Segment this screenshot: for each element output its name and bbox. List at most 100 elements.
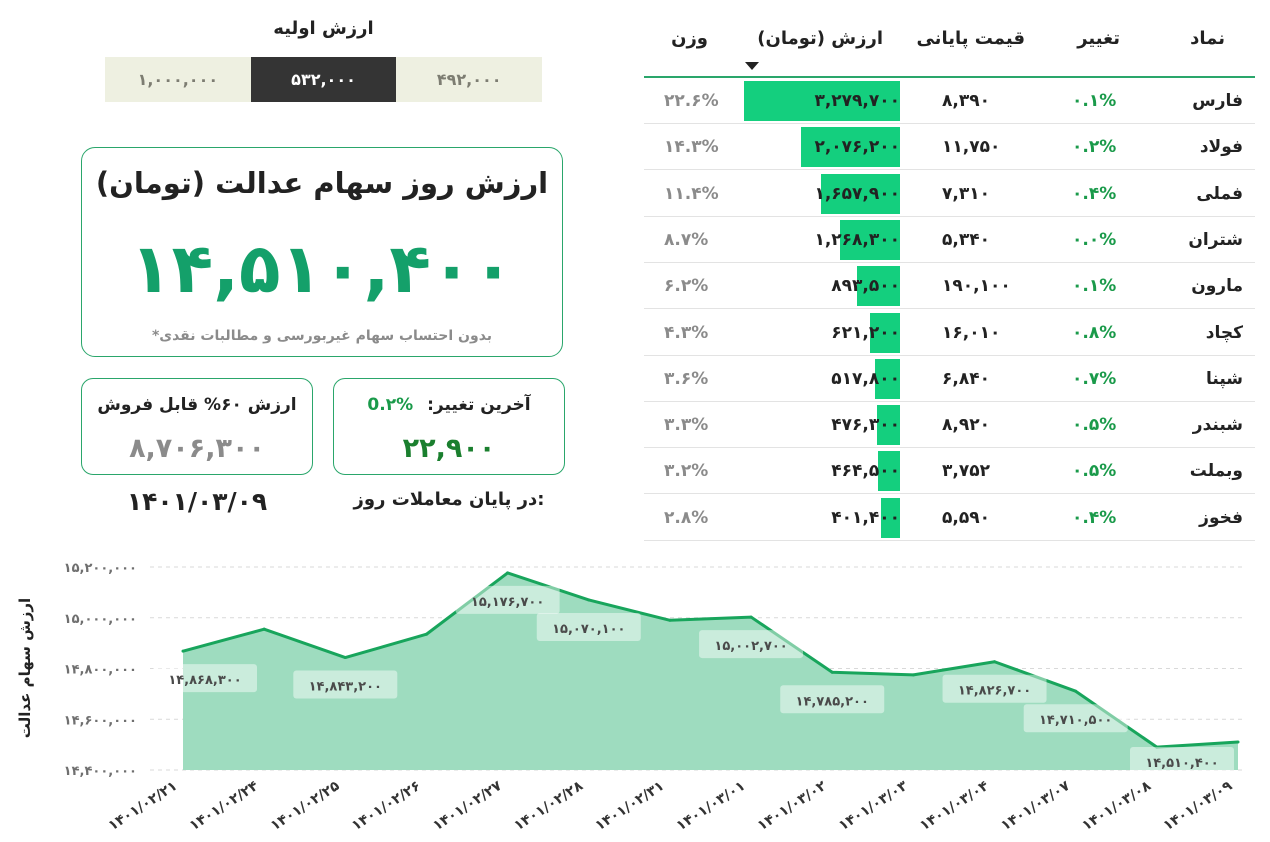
y-tick-label: ۱۵,۰۰۰,۰۰۰ xyxy=(64,612,137,627)
cell-value-bar xyxy=(857,266,900,307)
data-label-bg xyxy=(1130,746,1234,775)
data-point xyxy=(1074,689,1078,693)
data-point xyxy=(343,656,347,660)
header-symbol[interactable]: نماد xyxy=(1190,28,1225,49)
data-point xyxy=(1236,740,1240,744)
data-label: ۱۵,۱۷۶,۷۰۰ xyxy=(471,595,544,610)
cell-value-bar xyxy=(877,405,900,446)
table-row[interactable]: مارون ۰.۱% ۱۹۰,۱۰۰ ۸۹۳,۵۰۰ ۶.۲% xyxy=(644,263,1255,310)
daily-value-card: ارزش روز سهام عدالت (تومان) ۱۴,۵۱۰,۴۰۰ *… xyxy=(81,147,563,357)
initial-value-option-492000[interactable]: ۴۹۲,۰۰۰ xyxy=(396,57,543,102)
data-point xyxy=(668,618,672,622)
x-tick-label: ۱۴۰۱/۰۳/۰۹ xyxy=(1161,778,1236,834)
cell-final-price: ۵,۵۹۰ xyxy=(942,507,990,528)
cell-symbol: فملی xyxy=(1196,183,1243,204)
cell-value: ۴۰۱,۴۰۰ xyxy=(831,507,900,528)
y-tick-label: ۱۵,۲۰۰,۰۰۰ xyxy=(64,561,137,576)
data-point xyxy=(506,571,510,575)
cell-value-bar xyxy=(801,127,900,168)
data-point xyxy=(262,627,266,631)
last-change-label: آخرین تغییر: xyxy=(427,395,531,415)
cell-value: ۵۱۷,۸۰۰ xyxy=(831,368,900,389)
cell-symbol: وبملت xyxy=(1189,461,1243,482)
cell-change: ۰.۱% xyxy=(1072,276,1117,297)
header-final-price[interactable]: قیمت پایانی xyxy=(916,28,1025,49)
initial-value-option-1000000[interactable]: ۱,۰۰۰,۰۰۰ xyxy=(105,57,251,102)
cell-change: ۰.۱% xyxy=(1072,91,1117,111)
x-tick-label: ۱۴۰۱/۰۳/۰۱ xyxy=(674,778,749,834)
table-row[interactable]: وبملت ۰.۵% ۳,۷۵۲ ۴۶۴,۵۰۰ ۳.۲% xyxy=(644,448,1255,495)
sellable-value-amount: ۸,۷۰۶,۳۰۰ xyxy=(129,433,265,464)
cell-value: ۱,۶۵۷,۹۰۰ xyxy=(814,183,900,204)
header-change[interactable]: تغییر xyxy=(1077,28,1120,49)
table-row[interactable]: فولاد ۰.۲% ۱۱,۷۵۰ ۲,۰۷۶,۲۰۰ ۱۴.۳% xyxy=(644,124,1255,171)
value-history-chart: ۱۴,۴۰۰,۰۰۰ ۱۴,۶۰۰,۰۰۰ ۱۴,۸۰۰,۰۰۰ ۱۵,۰۰۰,۰۰۰… xyxy=(16,561,1245,834)
last-change-header: آخرین تغییر: 0.۲% xyxy=(334,395,564,415)
sellable-value-card: ارزش ۶۰% قابل فروش ۸,۷۰۶,۳۰۰ xyxy=(81,378,313,475)
data-point xyxy=(749,615,753,619)
data-point xyxy=(911,673,915,677)
cell-weight: ۴.۳% xyxy=(664,322,709,343)
table-row[interactable]: فملی ۰.۴% ۷,۳۱۰ ۱,۶۵۷,۹۰۰ ۱۱.۴% xyxy=(644,171,1255,217)
trading-date: ۱۴۰۱/۰۳/۰۹ xyxy=(126,487,268,516)
table-row[interactable]: شبندر ۰.۵% ۸,۹۲۰ ۴۷۶,۳۰۰ ۳.۳% xyxy=(644,402,1255,449)
last-change-card: آخرین تغییر: 0.۲% ۲۲,۹۰۰ xyxy=(333,378,565,475)
cell-weight: ۲۲.۶% xyxy=(664,91,719,111)
cell-weight: ۸.۷% xyxy=(664,229,709,250)
y-axis-title: ارزش سهام عدالت xyxy=(16,598,34,738)
cell-value: ۸۹۳,۵۰۰ xyxy=(831,276,900,297)
data-label: ۱۴,۸۲۶,۷۰۰ xyxy=(958,684,1031,699)
cell-final-price: ۱۱,۷۵۰ xyxy=(942,137,1001,158)
header-weight[interactable]: وزن xyxy=(671,28,708,49)
data-label-bg xyxy=(1023,704,1128,733)
x-tick-label: ۱۴۰۱/۰۲/۲۷ xyxy=(430,778,505,834)
cell-weight: ۳.۶% xyxy=(664,368,709,389)
data-point xyxy=(424,632,428,636)
cell-value-bar xyxy=(875,358,900,399)
data-label: ۱۴,۸۴۳,۲۰۰ xyxy=(309,680,382,695)
cell-symbol: فارس xyxy=(1192,91,1243,111)
x-tick-label: ۱۴۰۱/۰۳/۰۷ xyxy=(998,778,1073,834)
cell-value: ۴۶۴,۵۰۰ xyxy=(831,461,900,482)
table-row[interactable]: فخوز ۰.۴% ۵,۵۹۰ ۴۰۱,۴۰۰ ۲.۸% xyxy=(644,495,1255,541)
data-point xyxy=(993,660,997,664)
x-tick-label: ۱۴۰۱/۰۲/۲۶ xyxy=(349,778,424,834)
cell-final-price: ۱۶,۰۱۰ xyxy=(942,322,1001,343)
cell-weight: ۱۱.۴% xyxy=(664,183,719,204)
data-point xyxy=(830,670,834,674)
cell-value: ۴۷۶,۳۰۰ xyxy=(831,415,900,436)
data-label: ۱۴,۷۸۵,۲۰۰ xyxy=(796,694,869,709)
trading-date-label: در پایان معاملات روز: xyxy=(353,489,545,510)
cell-change: ۰.۷% xyxy=(1072,368,1117,389)
cell-value-bar xyxy=(821,173,900,214)
data-label: ۱۴,۵۱۰,۴۰۰ xyxy=(1145,756,1218,771)
data-point xyxy=(587,598,591,602)
x-tick-label: ۱۴۰۱/۰۲/۳۱ xyxy=(592,778,667,834)
x-tick-label: ۱۴۰۱/۰۲/۲۱ xyxy=(106,778,181,834)
cell-symbol: فخوز xyxy=(1199,507,1243,528)
series-line xyxy=(182,571,1239,749)
cell-final-price: ۷,۳۱۰ xyxy=(942,183,990,204)
table-row[interactable]: فارس ۰.۱% ۸,۳۹۰ ۳,۲۷۹,۷۰۰ ۲۲.۶% xyxy=(644,78,1255,124)
cell-value: ۳,۲۷۹,۷۰۰ xyxy=(814,91,900,111)
header-value[interactable]: ارزش (تومان) xyxy=(757,28,883,49)
cell-change: ۰.۰% xyxy=(1072,229,1117,250)
x-tick-label: ۱۴۰۱/۰۲/۲۸ xyxy=(511,778,586,834)
table-row[interactable]: شتران ۰.۰% ۵,۳۴۰ ۱,۲۶۸,۳۰۰ ۸.۷% xyxy=(644,217,1255,263)
x-tick-label: ۱۴۰۱/۰۲/۲۴ xyxy=(187,778,262,834)
cell-final-price: ۱۹۰,۱۰۰ xyxy=(942,276,1011,297)
cell-weight: ۳.۳% xyxy=(664,415,709,436)
table-row[interactable]: کچاد ۰.۸% ۱۶,۰۱۰ ۶۲۱,۲۰۰ ۴.۳% xyxy=(644,310,1255,356)
table-row[interactable]: شپنا ۰.۷% ۶,۸۴۰ ۵۱۷,۸۰۰ ۳.۶% xyxy=(644,356,1255,402)
cell-symbol: شپنا xyxy=(1206,368,1243,389)
cell-value-bar xyxy=(877,451,900,492)
cell-final-price: ۳,۷۵۲ xyxy=(942,461,990,482)
cell-final-price: ۶,۸۴۰ xyxy=(942,368,990,389)
data-label-bg xyxy=(153,664,257,693)
sort-desc-icon xyxy=(745,62,759,70)
cell-weight: ۳.۲% xyxy=(664,461,709,482)
data-label: ۱۴,۷۱۰,۵۰۰ xyxy=(1039,713,1112,728)
initial-value-option-532000[interactable]: ۵۳۲,۰۰۰ xyxy=(250,57,397,102)
cell-symbol: شتران xyxy=(1188,229,1243,250)
daily-value-title: ارزش روز سهام عدالت (تومان) xyxy=(95,166,549,200)
